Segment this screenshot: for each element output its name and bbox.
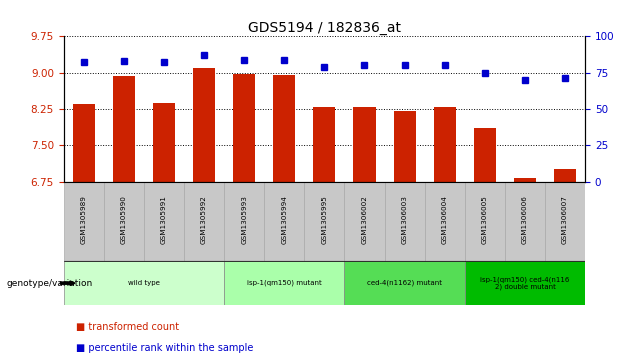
Text: GSM1305991: GSM1305991 <box>161 195 167 244</box>
Bar <box>144 182 184 261</box>
Bar <box>474 128 496 182</box>
Bar <box>273 75 295 182</box>
Bar <box>264 182 304 261</box>
Bar <box>304 182 345 261</box>
Text: GSM1305993: GSM1305993 <box>241 195 247 244</box>
Bar <box>345 261 465 305</box>
Title: GDS5194 / 182836_at: GDS5194 / 182836_at <box>248 21 401 35</box>
Bar <box>554 170 576 182</box>
Bar <box>113 77 135 182</box>
Text: wild type: wild type <box>128 280 160 286</box>
Bar <box>73 104 95 182</box>
Bar <box>193 68 215 182</box>
Bar <box>394 111 416 182</box>
Text: isp-1(qm150) mutant: isp-1(qm150) mutant <box>247 280 322 286</box>
Text: ■ percentile rank within the sample: ■ percentile rank within the sample <box>76 343 254 354</box>
Text: GSM1306003: GSM1306003 <box>401 195 408 244</box>
Bar <box>465 261 585 305</box>
Bar <box>184 182 224 261</box>
Bar <box>385 182 425 261</box>
Text: GSM1305990: GSM1305990 <box>121 195 127 244</box>
Text: genotype/variation: genotype/variation <box>6 279 93 287</box>
Bar <box>425 182 465 261</box>
Bar <box>233 74 255 182</box>
Bar <box>314 107 335 182</box>
Text: ■ transformed count: ■ transformed count <box>76 322 179 332</box>
Bar <box>153 103 175 182</box>
Bar <box>505 182 545 261</box>
Bar <box>104 182 144 261</box>
Text: GSM1306002: GSM1306002 <box>361 195 368 244</box>
Bar <box>545 182 585 261</box>
Text: GSM1305994: GSM1305994 <box>281 195 287 244</box>
Text: GSM1306007: GSM1306007 <box>562 195 568 244</box>
Bar <box>354 107 375 182</box>
Bar <box>345 182 385 261</box>
Bar <box>64 261 224 305</box>
Text: GSM1305995: GSM1305995 <box>321 195 328 244</box>
Bar <box>434 107 456 182</box>
Text: ced-4(n1162) mutant: ced-4(n1162) mutant <box>367 280 442 286</box>
Text: isp-1(qm150) ced-4(n116
2) double mutant: isp-1(qm150) ced-4(n116 2) double mutant <box>480 276 570 290</box>
Text: GSM1306004: GSM1306004 <box>442 195 448 244</box>
Bar <box>514 178 536 182</box>
Bar <box>224 261 345 305</box>
Bar <box>224 182 264 261</box>
Bar <box>465 182 505 261</box>
Text: GSM1306005: GSM1306005 <box>482 195 488 244</box>
Bar <box>64 182 104 261</box>
Text: GSM1306006: GSM1306006 <box>522 195 528 244</box>
Text: GSM1305992: GSM1305992 <box>201 195 207 244</box>
Text: GSM1305989: GSM1305989 <box>81 195 86 244</box>
